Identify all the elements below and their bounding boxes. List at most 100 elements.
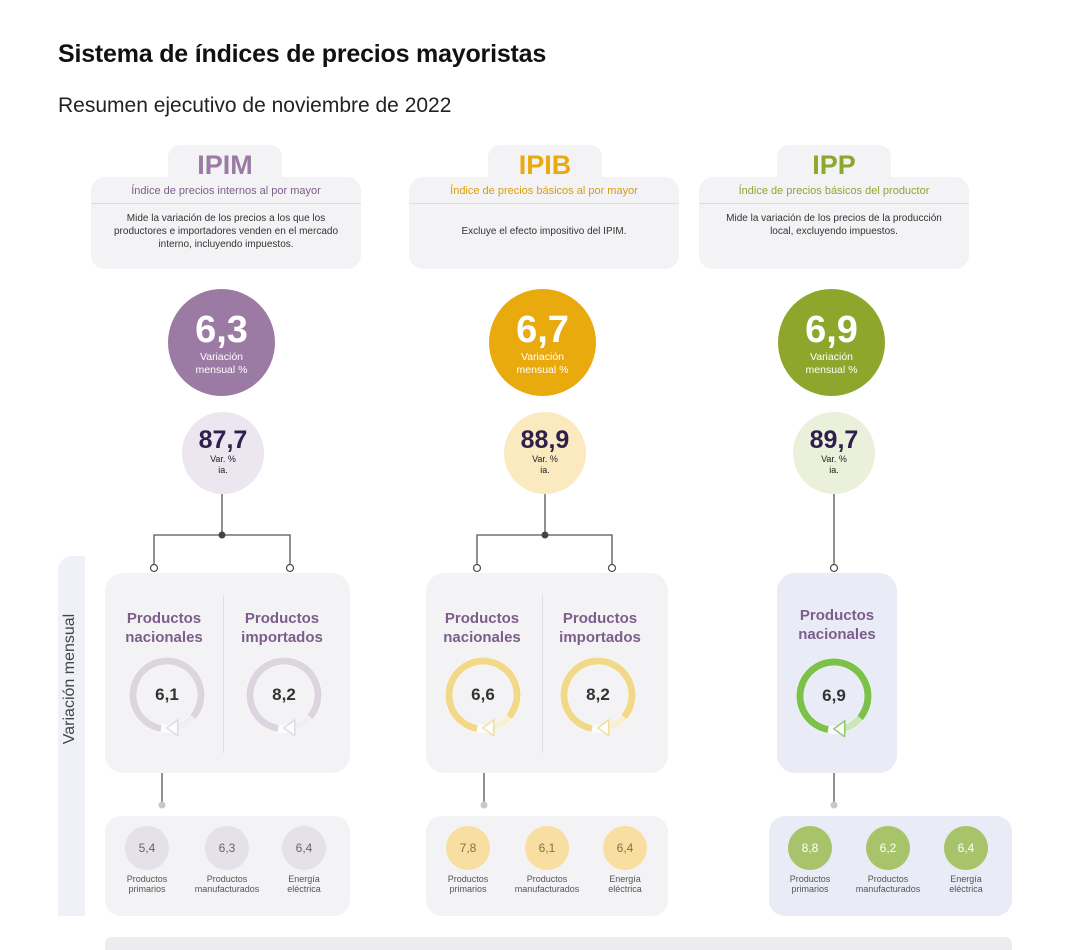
ipp-comp-primarios-label: Productos primarios (789, 874, 831, 894)
ipib-full-name: Índice de precios básicos al por mayor (409, 185, 679, 204)
ipp-products-card: Productos nacionales 6,9 (777, 573, 897, 773)
ring-arrow-icon (832, 719, 846, 739)
ipp-nacionales-value: 6,9 (822, 686, 846, 705)
ipp-comp-energia-label: Energía eléctrica (949, 874, 983, 894)
ipim-importados-title-1: Productos (244, 610, 320, 627)
ipib-importados-title-2: importados (559, 629, 641, 646)
ring-arrow-icon (481, 718, 495, 738)
ipib-nacionales-value: 6,6 (471, 685, 495, 704)
ipp-comp-manufacturados-label: Productos manufacturados (855, 874, 921, 894)
ring-arc (129, 657, 205, 732)
ipim-monthly-label-1: Variación (200, 351, 243, 363)
page-title: Sistema de índices de precios mayoristas (58, 40, 547, 68)
ipp-yoy-label-2: ia. (829, 465, 839, 475)
ipib-nacionales-title-1: Productos (444, 610, 520, 627)
ipib-monthly-circle: 6,7 Variación mensual % (489, 289, 596, 396)
ipp-comp-manufacturados-circle: 6,2 (866, 826, 910, 870)
ipib-product-title-nacionales: Productos nacionales (426, 609, 538, 647)
ipim-components-card: 5,4 Productos primarios 6,3 Productos manu… (105, 816, 350, 916)
ipim-comp-primarios-label: Productos primarios (126, 874, 168, 894)
ring-arc (796, 658, 872, 733)
ipib-components-card: 7,8 Productos primarios 6,1 Productos manu… (426, 816, 668, 916)
ipib-comp-energia-circle: 6,4 (603, 826, 647, 870)
ring-graphic (560, 657, 636, 738)
ipib-nacionales-title-2: nacionales (443, 629, 521, 646)
ipib-products-divider (542, 595, 543, 753)
ipib-yoy-circle: 88,9 Var. % ia. (504, 412, 586, 494)
ipib-importados-value: 8,2 (586, 685, 610, 704)
ipib-comp-primarios-circle: 7,8 (446, 826, 490, 870)
ipim-products-card: Productos nacionales Productos importado… (105, 573, 350, 773)
side-label-monthly-variation: Variación mensual (61, 613, 78, 745)
ipib-monthly-label-1: Variación (521, 351, 564, 363)
ipib-product-title-importados: Productos importados (544, 609, 656, 647)
ipib-description-card: Índice de precios básicos al por mayor E… (409, 177, 679, 269)
ipp-yoy-value: 89,7 (809, 426, 859, 454)
ipp-product-title-nacionales: Productos nacionales (781, 606, 893, 644)
ipp-monthly-label-2: mensual % (805, 364, 858, 376)
ring-graphic (129, 657, 205, 738)
ring-graphic (246, 657, 322, 738)
ipib-yoy-label-2: ia. (540, 465, 550, 475)
ipim-yoy-circle: 87,7 Var. % ia. (182, 412, 264, 494)
ipp-comp-primarios-circle: 8,8 (788, 826, 832, 870)
ipib-comp-manufacturados-circle: 6,1 (525, 826, 569, 870)
ipp-full-name: Índice de precios básicos del productor (699, 185, 969, 204)
ring-arrow-icon (282, 718, 296, 738)
ipib-products-card: Productos nacionales Productos importado… (426, 573, 668, 773)
ipim-description: Mide la variación de los precios a los q… (113, 213, 339, 250)
ipim-monthly-circle: 6,3 Variación mensual % (168, 289, 275, 396)
ipp-components-card: 8,8 Productos primarios 6,2 Productos manu… (769, 816, 1012, 916)
ipim-comp-manufacturados-circle: 6,3 (205, 826, 249, 870)
ring-graphic (445, 657, 521, 738)
ring-graphic (796, 658, 872, 739)
ipim-description-card: Índice de precios internos al por mayor … (91, 177, 361, 269)
ipim-yoy-value: 87,7 (198, 426, 248, 454)
ipim-importados-value: 8,2 (272, 685, 296, 704)
ipp-yoy-label-1: Var. % (821, 454, 847, 464)
ipim-nacionales-title-1: Productos (126, 610, 202, 627)
ipib-comp-manufacturados-label: Productos manufacturados (514, 874, 580, 894)
ring-arrow-icon (596, 718, 610, 738)
ipp-comp-energia-circle: 6,4 (944, 826, 988, 870)
ipim-importados-title-2: importados (241, 629, 323, 646)
ipim-monthly-value: 6,3 (195, 309, 248, 351)
ipp-nacionales-title-2: nacionales (798, 626, 876, 643)
ipim-comp-energia-circle: 6,4 (282, 826, 326, 870)
ipib-monthly-value: 6,7 (516, 309, 569, 351)
ipim-yoy-label-2: ia. (218, 465, 228, 475)
ipib-nacionales-ring (442, 654, 524, 738)
ipim-comp-primarios-circle: 5,4 (125, 826, 169, 870)
ring-arrow-icon (165, 718, 179, 738)
ipp-monthly-label-1: Variación (810, 351, 853, 363)
ipp-description-card: Índice de precios básicos del productor … (699, 177, 969, 269)
ipib-yoy-label-1: Var. % (532, 454, 558, 464)
ipim-product-title-nacionales: Productos nacionales (108, 609, 220, 647)
ipp-description: Mide la variación de los precios de la p… (726, 213, 942, 237)
ipib-comp-primarios-label: Productos primarios (447, 874, 489, 894)
ipib-description: Excluye el efecto impositivo del IPIM. (461, 226, 627, 237)
side-strip (58, 556, 85, 916)
page-subtitle: Resumen ejecutivo de noviembre de 2022 (58, 94, 452, 117)
ipim-nacionales-ring (126, 654, 208, 738)
ipim-full-name: Índice de precios internos al por mayor (91, 185, 361, 204)
ipp-monthly-value: 6,9 (805, 309, 858, 351)
ring-arc (445, 657, 521, 732)
ipib-monthly-label-2: mensual % (516, 364, 569, 376)
ipib-importados-ring (557, 654, 639, 738)
ring-arc (560, 657, 636, 732)
ipim-products-divider (223, 595, 224, 753)
ipim-comp-manufacturados-label: Productos manufacturados (194, 874, 260, 894)
ring-arc (246, 657, 322, 732)
ipim-product-title-importados: Productos importados (226, 609, 338, 647)
ipim-yoy-label-1: Var. % (210, 454, 236, 464)
ipib-yoy-value: 88,9 (520, 426, 570, 454)
ipp-yoy-circle: 89,7 Var. % ia. (793, 412, 875, 494)
ipp-nacionales-title-1: Productos (799, 607, 875, 624)
ipim-monthly-label-2: mensual % (195, 364, 248, 376)
ipib-comp-energia-label: Energía eléctrica (608, 874, 642, 894)
ipim-nacionales-title-2: nacionales (125, 629, 203, 646)
footer-bar (105, 937, 1012, 950)
ipim-importados-ring (243, 654, 325, 738)
ipim-comp-energia-label: Energía eléctrica (287, 874, 321, 894)
